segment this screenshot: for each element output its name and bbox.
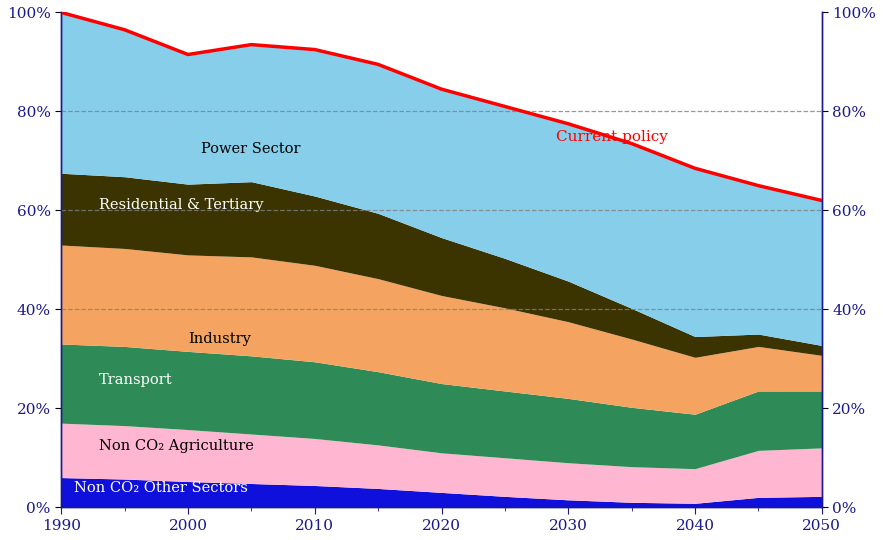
Text: Power Sector: Power Sector <box>200 142 300 156</box>
Text: Non CO₂ Other Sectors: Non CO₂ Other Sectors <box>74 481 248 495</box>
Text: Current policy: Current policy <box>555 130 668 144</box>
Text: Residential & Tertiary: Residential & Tertiary <box>99 198 264 212</box>
Text: Industry: Industry <box>188 332 251 346</box>
Text: Non CO₂ Agriculture: Non CO₂ Agriculture <box>99 440 254 454</box>
Text: Transport: Transport <box>99 373 173 387</box>
